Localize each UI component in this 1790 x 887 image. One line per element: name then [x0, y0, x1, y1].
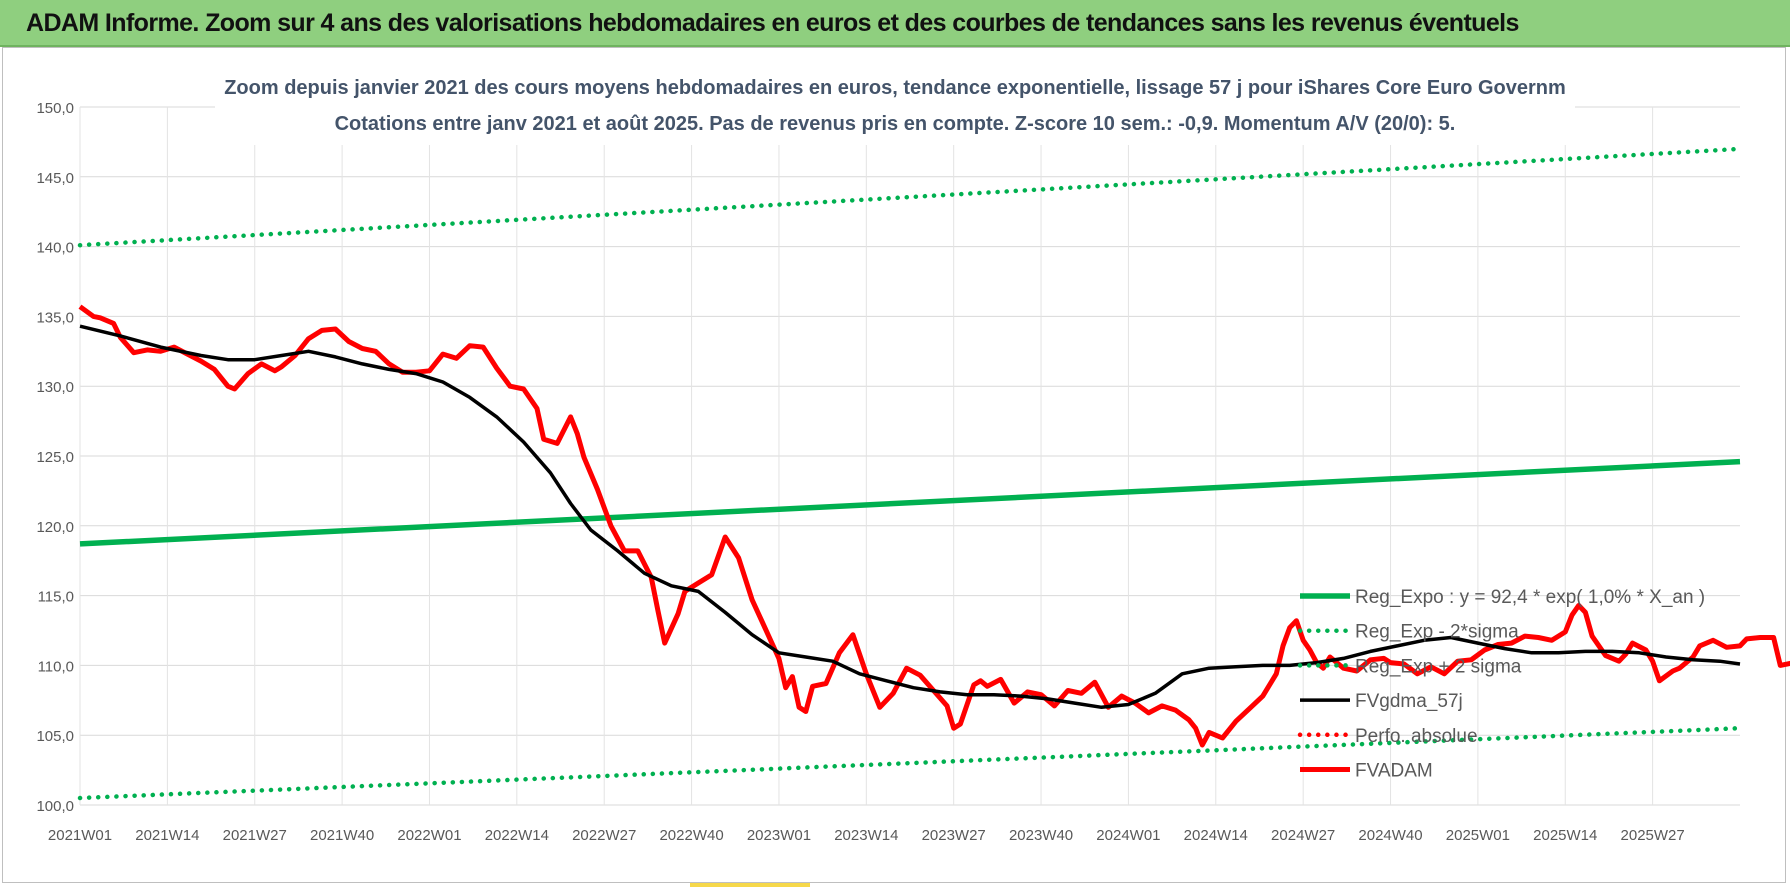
legend-label: Perfo. absolue: [1355, 726, 1478, 747]
x-tick-label: 2022W27: [572, 827, 636, 844]
header-bar: ADAM Informe. Zoom sur 4 ans des valoris…: [0, 0, 1790, 47]
x-tick-label: 2022W40: [659, 827, 723, 844]
series-line-0: [79, 458, 1741, 547]
chart-title: Zoom depuis janvier 2021 des cours moyen…: [224, 77, 1566, 99]
x-tick-label: 2023W27: [922, 827, 986, 844]
y-tick-label: 150,0: [36, 100, 74, 117]
x-tick-label: 2021W40: [310, 827, 374, 844]
y-tick-label: 135,0: [36, 309, 74, 326]
y-tick-label: 125,0: [36, 449, 74, 466]
legend-label: FVgdma_57j: [1355, 691, 1463, 712]
x-tick-label: 2021W27: [223, 827, 287, 844]
legend: Reg_Expo : y = 92,4 * exp( 1,0% * X_an )…: [1297, 587, 1705, 782]
y-tick-label: 140,0: [36, 240, 74, 257]
x-tick-label: 2024W27: [1271, 827, 1335, 844]
series-line-3: [79, 324, 1741, 710]
x-tick-label: 2024W01: [1096, 827, 1160, 844]
y-tick-label: 145,0: [36, 170, 74, 187]
y-tick-label: 115,0: [38, 589, 74, 606]
y-tick-label: 100,0: [36, 798, 74, 815]
legend-label: Reg_Exp - 2*sigma: [1355, 622, 1519, 643]
series-layer: [77, 146, 1790, 801]
x-tick-label: 2021W14: [135, 827, 199, 844]
x-tick-label: 2024W14: [1184, 827, 1248, 844]
x-tick-label: 2023W40: [1009, 827, 1073, 844]
y-tick-label: 120,0: [36, 519, 74, 536]
x-tick-label: 2023W14: [834, 827, 898, 844]
y-tick-label: 130,0: [36, 379, 74, 396]
x-tick-label: 2023W01: [747, 827, 811, 844]
chart-subtitle: Cotations entre janv 2021 et août 2025. …: [335, 113, 1456, 135]
title-box: [215, 70, 1575, 145]
legend-label: Reg_Expo : y = 92,4 * exp( 1,0% * X_an ): [1355, 587, 1705, 608]
x-tick-label: 2022W14: [485, 827, 549, 844]
y-tick-label: 110,0: [38, 658, 74, 675]
x-tick-label: 2021W01: [48, 827, 112, 844]
y-axis-ticks: 100,0 105,0 110,0 115,0 120,0 125,0 130,0 135,0…: [36, 100, 74, 815]
x-tick-label: 2025W14: [1533, 827, 1597, 844]
bottom-accent: [690, 883, 810, 887]
x-tick-label: 2024W40: [1358, 827, 1422, 844]
x-tick-label: 2025W01: [1446, 827, 1510, 844]
x-axis-ticks: 2021W01 2021W14 2021W27 2021W40 2022W01 2022W…: [48, 827, 1685, 844]
legend-label: FVADAM: [1355, 761, 1433, 782]
chart-frame: [2, 47, 1786, 883]
y-tick-label: 105,0: [36, 728, 74, 745]
grid: [79, 106, 1740, 806]
legend-label: Reg_Exp + 2 sigma: [1355, 656, 1522, 677]
x-tick-label: 2025W27: [1621, 827, 1685, 844]
page-title: ADAM Informe. Zoom sur 4 ans des valoris…: [26, 9, 1519, 37]
x-tick-label: 2022W01: [397, 827, 461, 844]
series-line-5: [78, 304, 1790, 748]
series-line-2: [77, 146, 1743, 248]
series-line-1: [77, 725, 1743, 801]
